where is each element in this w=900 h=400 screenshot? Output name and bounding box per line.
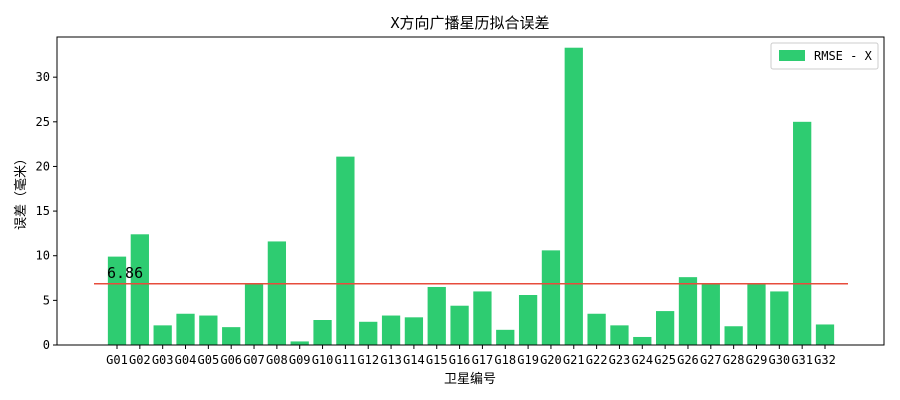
bar-G09 — [290, 341, 309, 345]
x-tick-label-G18: G18 — [494, 353, 516, 367]
y-tick-label-0: 0 — [43, 338, 50, 352]
x-tick-label-G19: G19 — [517, 353, 539, 367]
bar-G32 — [815, 324, 835, 345]
bar-G14 — [404, 317, 424, 345]
x-tick-label-G01: G01 — [106, 353, 128, 367]
x-tick-label-G21: G21 — [563, 353, 585, 367]
bar-G18 — [496, 329, 515, 345]
y-tick-label-5: 5 — [43, 293, 50, 307]
y-tick-label-30: 30 — [36, 70, 50, 84]
mean-line-group: 6.86 — [94, 264, 848, 285]
legend: RMSE - X — [770, 42, 879, 70]
x-tick-label-G25: G25 — [654, 353, 676, 367]
legend-box — [770, 42, 879, 70]
bar-G08 — [267, 241, 287, 345]
legend-entry: RMSE - X — [814, 49, 873, 63]
bar-G02 — [130, 234, 149, 345]
bar-G29 — [747, 283, 766, 345]
x-tick-label-G30: G30 — [768, 353, 790, 367]
x-tick-label-G32: G32 — [814, 353, 836, 367]
bar-G04 — [176, 313, 195, 345]
chart-title: X方向广播星历拟合误差 — [390, 14, 549, 32]
x-tick-label-G28: G28 — [723, 353, 745, 367]
y-tick-label-15: 15 — [36, 204, 50, 218]
x-tick-label-G08: G08 — [266, 353, 288, 367]
bar-G28 — [724, 326, 743, 345]
x-tick-label-G02: G02 — [129, 353, 151, 367]
x-tick-label-G12: G12 — [357, 353, 379, 367]
bar-G12 — [359, 321, 378, 345]
x-tick-label-G26: G26 — [677, 353, 699, 367]
x-tick-label-G23: G23 — [609, 353, 631, 367]
bar-G17 — [473, 291, 492, 345]
mean-value-label: 6.86 — [107, 264, 143, 282]
x-tick-label-G22: G22 — [586, 353, 608, 367]
x-tick-label-G17: G17 — [472, 353, 494, 367]
x-tick-label-G14: G14 — [403, 353, 425, 367]
bar-G10 — [313, 320, 332, 345]
bar-G24 — [633, 336, 652, 345]
bar-G26 — [678, 277, 698, 345]
x-tick-label-G31: G31 — [791, 353, 813, 367]
x-tick-label-G13: G13 — [380, 353, 402, 367]
y-tick-label-20: 20 — [36, 159, 50, 173]
bar-G06 — [222, 327, 241, 345]
x-tick-label-G27: G27 — [700, 353, 722, 367]
x-tick-label-G24: G24 — [631, 353, 653, 367]
y-axis-label: 误差（毫米） — [13, 152, 29, 230]
x-tick-label-G29: G29 — [746, 353, 768, 367]
bar-G15 — [427, 286, 446, 345]
bar-G11 — [336, 156, 355, 345]
bar-G05 — [199, 315, 218, 345]
x-tick-label-G03: G03 — [152, 353, 174, 367]
bar-G07 — [244, 283, 264, 345]
x-tick-label-G20: G20 — [540, 353, 562, 367]
bars-group — [107, 47, 835, 346]
bar-G27 — [701, 283, 720, 345]
bar-G23 — [610, 325, 629, 345]
x-tick-label-G07: G07 — [243, 353, 265, 367]
x-tick-label-G09: G09 — [289, 353, 311, 367]
bar-G22 — [587, 313, 606, 345]
bar-G25 — [655, 311, 675, 345]
x-axis: G01 G02 G03 G04 G05 G06 G07 G08 G09 G10 G11 G12 G13 G… — [106, 345, 836, 367]
x-tick-label-G06: G06 — [220, 353, 242, 367]
bar-G13 — [381, 315, 401, 345]
bar-G21 — [564, 47, 583, 345]
x-tick-label-G11: G11 — [335, 353, 357, 367]
bar-G20 — [541, 250, 561, 345]
x-tick-label-G15: G15 — [426, 353, 448, 367]
y-tick-label-25: 25 — [36, 115, 50, 129]
plot-frame — [56, 36, 885, 346]
y-axis: 0 5 10 15 20 25 30 — [36, 70, 57, 352]
bar-G30 — [770, 291, 789, 345]
x-tick-label-G16: G16 — [449, 353, 471, 367]
bar-G03 — [153, 325, 172, 345]
x-tick-label-G04: G04 — [175, 353, 197, 367]
x-tick-label-G05: G05 — [198, 353, 220, 367]
bar-G19 — [518, 295, 538, 345]
bar-G16 — [450, 305, 469, 345]
legend-swatch — [779, 50, 805, 61]
bar-G01 — [107, 256, 127, 345]
y-tick-label-10: 10 — [36, 249, 50, 263]
bar-G31 — [793, 121, 812, 346]
x-tick-label-G10: G10 — [312, 353, 334, 367]
x-axis-label: 卫星编号 — [444, 372, 496, 387]
